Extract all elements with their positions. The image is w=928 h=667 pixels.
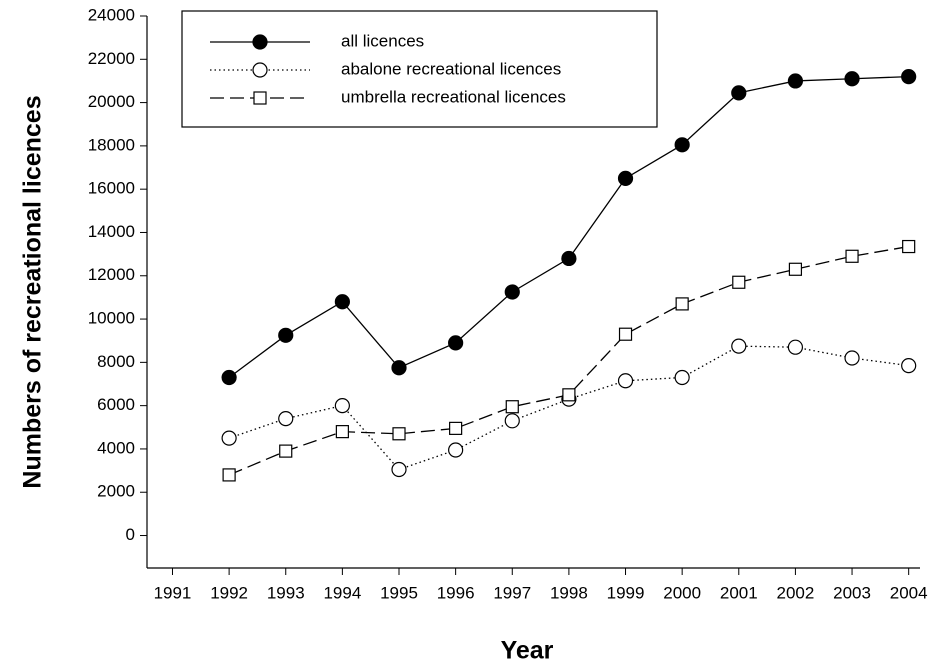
marker	[901, 358, 917, 374]
y-tick-label: 16000	[88, 179, 135, 198]
marker	[844, 350, 860, 366]
marker	[334, 294, 350, 310]
x-axis-title: Year	[501, 637, 554, 665]
marker	[675, 297, 689, 311]
marker	[617, 373, 634, 389]
y-tick-label: 14000	[88, 222, 135, 241]
y-tick-label: 24000	[88, 5, 135, 24]
x-tick-label: 1997	[493, 583, 531, 602]
x-tick-label: 2004	[890, 583, 928, 602]
y-tick-label: 10000	[88, 309, 135, 328]
marker	[674, 369, 690, 386]
marker	[448, 335, 464, 351]
series	[221, 69, 917, 386]
y-tick-label: 18000	[88, 135, 135, 154]
y-tick-label: 8000	[97, 352, 135, 371]
marker	[221, 369, 237, 386]
marker	[334, 398, 350, 414]
marker	[278, 411, 294, 427]
y-tick-label: 12000	[88, 265, 135, 284]
marker	[787, 339, 804, 355]
y-tick-label: 2000	[97, 482, 135, 501]
marker	[222, 468, 236, 482]
y-tick-label: 6000	[97, 395, 135, 414]
x-tick-label: 2003	[833, 583, 871, 602]
x-tick-label: 2000	[663, 583, 701, 602]
marker	[562, 388, 576, 402]
marker	[561, 250, 577, 267]
marker	[731, 338, 747, 354]
x-tick-label: 2001	[720, 583, 758, 602]
x-tick-label: 1994	[323, 583, 361, 602]
x-tick-label: 1999	[607, 583, 645, 602]
marker	[844, 71, 860, 87]
x-tick-label: 1993	[267, 583, 305, 602]
marker	[335, 425, 349, 439]
x-tick-label: 1996	[437, 583, 475, 602]
marker	[253, 91, 267, 105]
marker	[504, 413, 520, 429]
marker	[505, 400, 519, 414]
marker	[618, 327, 633, 341]
marker	[252, 34, 268, 50]
legend-label: all licences	[341, 31, 424, 50]
legend-label: abalone recreational licences	[341, 59, 561, 78]
x-tick-label: 1995	[380, 583, 418, 602]
marker	[731, 85, 747, 101]
marker	[504, 284, 520, 300]
marker	[221, 430, 237, 446]
marker	[391, 360, 407, 376]
series	[222, 239, 916, 482]
legend-label: umbrella recreational licences	[341, 87, 566, 106]
y-tick-label: 0	[126, 525, 135, 544]
x-tick-label: 1992	[210, 583, 248, 602]
x-tick-label: 1991	[154, 583, 192, 602]
series	[221, 338, 917, 478]
marker	[617, 170, 634, 186]
marker	[391, 461, 407, 478]
y-axis-title: Numbers of recreational licences	[19, 95, 47, 488]
marker	[392, 427, 406, 441]
marker	[845, 249, 859, 263]
marker	[279, 444, 293, 458]
marker	[787, 73, 804, 89]
marker	[278, 327, 294, 343]
marker	[448, 442, 464, 458]
y-tick-label: 22000	[88, 49, 135, 68]
y-tick-label: 20000	[88, 92, 135, 111]
marker	[732, 275, 746, 289]
marker	[252, 62, 268, 78]
marker	[674, 137, 690, 153]
x-tick-label: 1998	[550, 583, 588, 602]
marker	[788, 262, 803, 276]
marker	[901, 69, 917, 85]
x-tick-label: 2002	[776, 583, 814, 602]
marker	[902, 239, 916, 254]
marker	[449, 421, 463, 435]
series-line	[228, 245, 909, 476]
y-tick-label: 4000	[97, 438, 135, 457]
series-line	[228, 345, 909, 471]
